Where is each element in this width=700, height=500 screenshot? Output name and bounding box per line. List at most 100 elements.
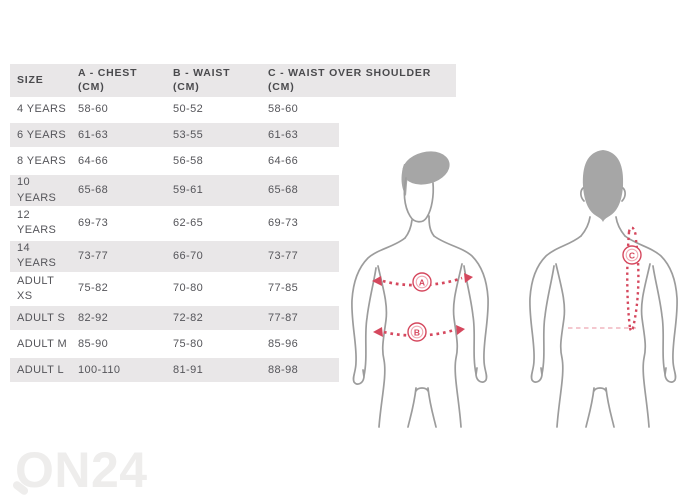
waist-measure-arrow-left: [373, 327, 383, 337]
header-waist-label: B - WAIST: [173, 67, 231, 79]
table-body: 4 YEARS 58-60 50-52 58-60 6 YEARS 61-63 …: [10, 97, 339, 385]
back-figure-ear-left: [580, 187, 585, 202]
over-shoulder-measure-line-bottom: [628, 327, 635, 333]
table-row: 12 YEARS 69-73 62-65 69-73: [10, 208, 339, 241]
back-figure-hair: [582, 150, 624, 222]
front-figure-hair-bun: [402, 151, 450, 185]
back-figure-ear-right: [621, 187, 626, 202]
cell-waist: 75-80: [173, 337, 204, 350]
header-waist: B - WAIST (CM): [166, 64, 261, 97]
back-figure-right-arm: [624, 235, 678, 383]
header-waist-over-shoulder-unit: (CM): [268, 80, 295, 93]
front-figure-torso-left: [377, 265, 388, 428]
chest-measure-line: [382, 276, 463, 287]
back-figure-left-arm-inner: [541, 265, 555, 375]
over-shoulder-label-circle: [622, 245, 642, 265]
front-figure-left-arm: [351, 237, 406, 385]
back-figure-neck-left: [580, 216, 591, 237]
waist-label-inner-ring: [410, 325, 424, 339]
cell-chest: 75-82: [78, 282, 109, 295]
cell-waist-over-shoulder: 77-87: [268, 311, 299, 324]
header-size-label: SIZE: [17, 73, 44, 86]
front-figure-face: [403, 177, 435, 223]
cell-size: ADULT XS: [17, 274, 55, 303]
back-figure-torso-right: [640, 263, 651, 428]
header-waist-over-shoulder-label: C - WAIST OVER SHOULDER: [268, 67, 432, 79]
waist-label-circle: [407, 322, 427, 342]
table-row: 14 YEARS 73-77 66-70 73-77: [10, 240, 339, 274]
over-shoulder-label-inner-ring: [625, 248, 639, 262]
cell-chest: 100-110: [78, 363, 121, 376]
cell-waist: 56-58: [173, 154, 204, 167]
cell-chest: 82-92: [78, 311, 109, 324]
chest-measure-arrow-right: [464, 273, 473, 283]
cell-chest: 61-63: [78, 128, 109, 141]
front-figure-left-arm-inner: [363, 267, 377, 377]
cell-waist-over-shoulder: 61-63: [268, 128, 299, 141]
cell-waist: 59-61: [173, 183, 204, 196]
header-waist-unit: (CM): [173, 80, 200, 93]
chest-label-inner-ring: [415, 275, 429, 289]
cell-waist-over-shoulder: 69-73: [268, 216, 299, 229]
cell-waist: 50-52: [173, 102, 204, 115]
cell-size: ADULT M: [17, 337, 68, 350]
table-row: 4 YEARS 58-60 50-52 58-60: [10, 97, 339, 124]
chest-label: A: [419, 278, 425, 288]
cell-chest: 64-66: [78, 154, 109, 167]
cell-chest: 65-68: [78, 183, 109, 196]
cell-chest: 69-73: [78, 216, 109, 229]
header-chest-label: A - CHEST: [78, 67, 138, 79]
table-row: ADULT M 85-90 75-80 85-96: [10, 332, 339, 359]
front-figure-neck-left: [404, 219, 413, 239]
over-shoulder-measure-line-top: [627, 226, 638, 239]
front-figure-right-arm: [433, 235, 489, 383]
back-figure-left-arm: [529, 235, 582, 383]
header-waist-over-shoulder: C - WAIST OVER SHOULDER (CM): [261, 64, 456, 97]
table-header-row: SIZE A - CHEST (CM) B - WAIST (CM) C - W…: [10, 64, 456, 98]
cell-waist-over-shoulder: 88-98: [268, 363, 299, 376]
cell-waist: 72-82: [173, 311, 204, 324]
size-chart-table: SIZE A - CHEST (CM) B - WAIST (CM) C - W…: [10, 64, 456, 385]
back-figure-right-arm-inner: [652, 265, 666, 375]
on24-watermark-logo: ON24: [15, 442, 148, 498]
header-chest-unit: (CM): [78, 80, 105, 93]
cell-size: 6 YEARS: [17, 128, 67, 141]
table-row: 6 YEARS 61-63 53-55 61-63: [10, 123, 339, 150]
back-figure-neck-right: [615, 216, 626, 237]
cell-waist-over-shoulder: 58-60: [268, 102, 299, 115]
cell-waist-over-shoulder: 85-96: [268, 337, 299, 350]
header-chest: A - CHEST (CM): [71, 64, 166, 97]
table-row: ADULT L 100-110 81-91 88-98: [10, 358, 339, 385]
cell-waist-over-shoulder: 64-66: [268, 154, 299, 167]
cell-size: 10 YEARS: [17, 176, 57, 204]
back-figure-legs-inner: [585, 387, 615, 428]
table-row: ADULT XS 75-82 70-80 77-85: [10, 274, 339, 307]
cell-waist: 70-80: [173, 282, 204, 295]
chest-measure-arrow-left: [372, 276, 382, 286]
cell-waist: 81-91: [173, 363, 204, 376]
table-row: 8 YEARS 64-66 56-58 64-66: [10, 149, 339, 176]
cell-waist: 62-65: [173, 216, 204, 229]
table-row: 10 YEARS 65-68 59-61 65-68: [10, 175, 339, 209]
cell-size: 12 YEARS: [17, 209, 57, 237]
cell-size: 14 YEARS: [17, 241, 57, 270]
front-figure-illustration: A B: [351, 151, 489, 428]
cell-waist: 53-55: [173, 128, 204, 141]
back-figure-torso-left: [555, 263, 566, 428]
waist-measure-arrow-right: [456, 325, 465, 335]
front-figure-neck-right: [428, 215, 435, 237]
cell-size: ADULT L: [17, 363, 65, 376]
front-figure-legs-inner: [407, 387, 437, 428]
over-shoulder-label: C: [629, 251, 635, 261]
cell-chest: 58-60: [78, 102, 109, 115]
cell-waist-over-shoulder: 65-68: [268, 183, 299, 196]
chest-label-circle: [412, 272, 432, 292]
cell-size: 8 YEARS: [17, 154, 67, 167]
cell-waist-over-shoulder: 73-77: [268, 249, 299, 262]
header-size: SIZE: [10, 71, 71, 91]
table-row: ADULT S 82-92 72-82 77-87: [10, 306, 339, 333]
cell-size: 4 YEARS: [17, 102, 67, 115]
cell-waist: 66-70: [173, 249, 204, 262]
back-figure-illustration: C: [529, 150, 678, 428]
